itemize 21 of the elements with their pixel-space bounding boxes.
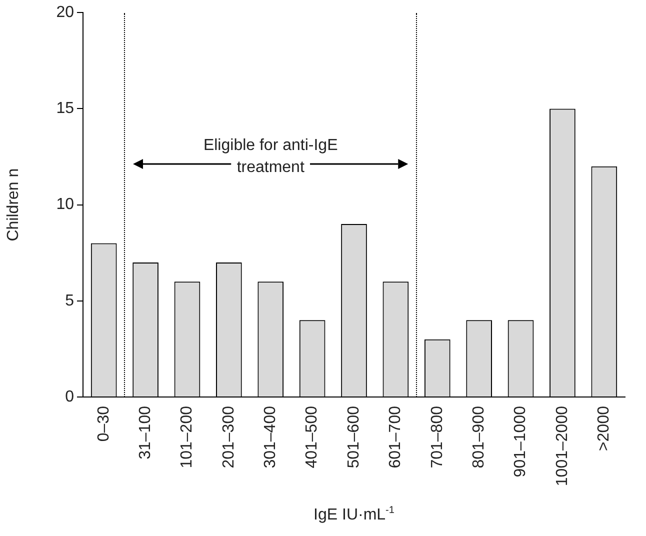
x-tick-label: 101–200: [178, 406, 196, 468]
y-tick-label: 15: [56, 100, 74, 118]
y-tick-label: 20: [56, 4, 74, 22]
y-tick-label: 5: [65, 292, 74, 310]
x-tick-label: 0–30: [95, 406, 112, 442]
x-tick-label: 401–500: [304, 406, 321, 468]
x-tick-label: 501–600: [345, 406, 362, 468]
x-tick-label: 31–100: [136, 406, 154, 460]
x-tick-label: 201–300: [220, 406, 238, 468]
x-tick-label: 601–700: [387, 406, 404, 468]
x-tick-label: 301–400: [262, 406, 280, 468]
x-tick-label: >2000: [596, 406, 613, 451]
x-tick-label: 701–800: [428, 406, 446, 468]
annotation: Eligible for anti-IgE treatment: [202, 136, 339, 178]
y-axis-title: Children n: [5, 168, 22, 242]
x-axis-title: IgE IU·mL$^{-1}$: [312, 505, 396, 524]
x-tick-label: 1001–2000: [554, 406, 571, 486]
y-tick-label: 10: [56, 196, 74, 214]
y-tick-label: 0: [65, 388, 74, 406]
x-tick-label: 801–900: [470, 406, 488, 468]
x-tick-label: 901–1000: [512, 406, 530, 478]
